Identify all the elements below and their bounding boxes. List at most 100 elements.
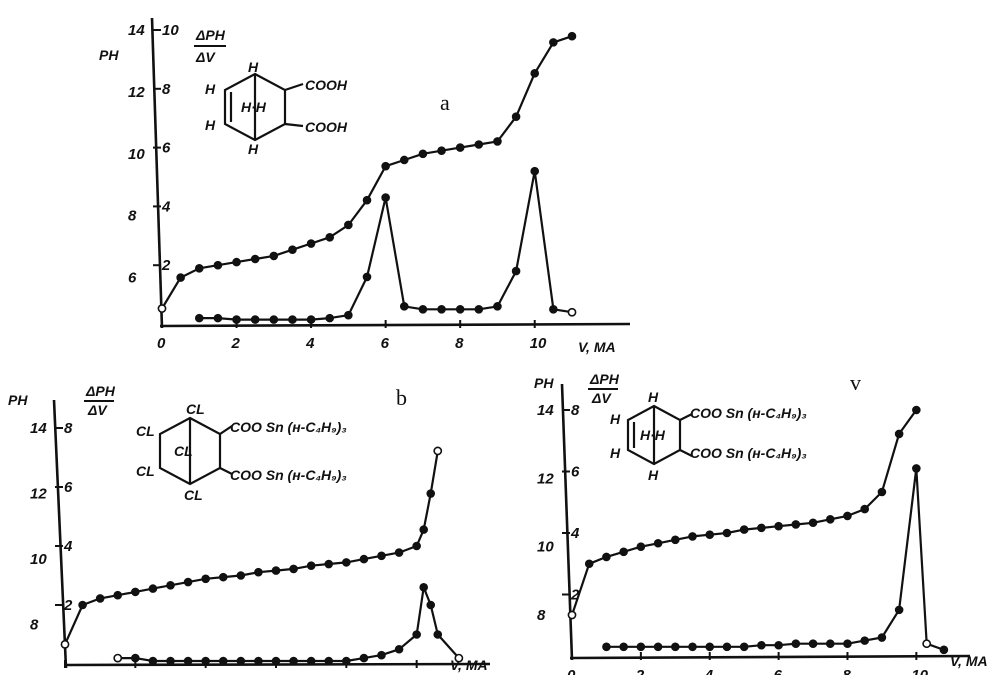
chart-b-dph-point	[412, 630, 421, 639]
chart-b-ph-point	[289, 564, 298, 574]
chart-b-ylabel-left: PH	[8, 392, 28, 408]
chart-b-ph-point	[95, 594, 105, 603]
chart-a-y-right-tick-label: 10	[162, 22, 179, 39]
chart-v-dph-point	[619, 642, 628, 652]
chart-b-atom-cl-4: CL	[184, 487, 203, 503]
chart-v-ticks: 0 2 4 6 8 10 8 10 12 14 2 4 6 8	[537, 402, 929, 675]
chart-v-dph-point	[636, 642, 646, 652]
chart-v-atom-h-3: H	[610, 445, 621, 461]
chart-a-ph-point	[325, 233, 335, 242]
chart-b-dph-point	[166, 656, 175, 666]
chart-v-atom-h-2: H	[610, 411, 621, 427]
chart-a-dph-point	[325, 313, 335, 323]
chart-a-dph-point	[288, 315, 297, 324]
chart-a-ph-point	[399, 155, 409, 165]
chart-v-dph-point	[722, 642, 732, 652]
chart-a-dph-point	[269, 315, 279, 324]
chart-v-ph-point	[688, 532, 697, 541]
chart-a-dph-point	[493, 302, 502, 311]
chart-b-dph-point	[454, 653, 464, 663]
chart-v-ph-point	[705, 530, 715, 540]
chart-v-molecule: H H H H H·H COO Sn (н-C₄H₉)₃ COO Sn (н-C…	[610, 389, 807, 483]
chart-a-group-2: COOH	[305, 119, 348, 135]
chart-v-xlabel: V, MA	[950, 653, 988, 669]
chart-a-dph-point	[511, 266, 521, 276]
chart-b-ylabel-right-bottom: ΔV	[87, 402, 108, 418]
chart-v-y-right-tick-label: 8	[571, 402, 580, 419]
chart-v-dph-point	[894, 605, 904, 615]
chart-v-ylabel-left: PH	[534, 375, 554, 391]
chart-a-group-1: COOH	[305, 77, 348, 93]
chart-v-dph-point	[791, 639, 801, 649]
chart-a-ph-point	[232, 257, 241, 267]
chart-b-dph-point	[236, 656, 246, 666]
chart-a-ph-point	[437, 146, 446, 155]
chart-v-dph-point	[825, 639, 835, 649]
chart-v-ph-point	[653, 538, 663, 548]
chart-a-ph-point	[418, 149, 428, 159]
chart-b-dph-point	[254, 656, 263, 666]
chart-b-ticks: 024681081012142468	[30, 420, 418, 668]
chart-v-atom-h-1: H	[648, 389, 659, 405]
chart-a-y-right-tick-label: 6	[162, 140, 171, 157]
chart-a-x-tick-label: 10	[530, 335, 547, 352]
chart-v-ph-point	[722, 528, 732, 538]
chart-a-series-ph-line	[161, 35, 573, 310]
chart-b-y-left-tick-label: 14	[30, 420, 47, 437]
chart-b-dph-point	[342, 656, 351, 666]
chart-v-dph-point	[939, 645, 949, 655]
chart-a-ph-point	[194, 263, 204, 273]
chart-v-marks	[567, 405, 949, 655]
chart-v-ph-point	[791, 520, 801, 529]
chart-b-ph-point	[359, 554, 369, 564]
chart-b-dph-point	[419, 583, 429, 592]
chart-b-ph-point	[306, 561, 316, 570]
chart-b-ph-point	[419, 525, 429, 534]
chart-v-ph-point	[843, 511, 852, 521]
chart-a-dph-point	[194, 313, 204, 323]
chart-b-dph-point	[433, 630, 443, 639]
chart-a-ph-point	[381, 161, 390, 171]
chart-v-dph-point	[774, 640, 783, 650]
chart-v-ph-point	[825, 515, 835, 524]
chart-b-ph-point	[60, 639, 70, 649]
chart-v-x-tick-label: 10	[911, 667, 928, 675]
chart-b-dph-point	[426, 600, 436, 610]
chart-b-dph-point	[113, 653, 123, 663]
chart-a-dph-point	[362, 272, 372, 282]
chart-v-ph-point	[739, 525, 749, 534]
chart-b-y-right-tick-label: 2	[63, 597, 73, 614]
chart-a-dph-point	[344, 310, 353, 320]
chart-v-atom-h-4: H	[648, 467, 659, 483]
chart-b-dph-point	[324, 656, 334, 666]
chart-v-y-right-tick-label: 2	[570, 587, 580, 604]
chart-b-ph-point	[113, 590, 123, 600]
chart-a-ph-point	[157, 304, 167, 313]
chart-v-x-axis	[569, 654, 971, 660]
chart-b-ph-point	[324, 559, 334, 569]
chart-a-marks	[157, 31, 577, 324]
chart-v-dph-point	[757, 640, 766, 650]
chart-v-ph-point	[808, 518, 818, 528]
chart-a-ph-point	[530, 69, 540, 78]
chart-v-ylabel-right-bottom: ΔV	[591, 390, 612, 406]
chart-b-ph-point	[218, 572, 228, 582]
chart-a-y-left-tick-label: 6	[128, 270, 137, 287]
chart-a-atom-hh: H·H	[241, 99, 267, 115]
chart-v-dph-point	[688, 642, 697, 652]
chart-v-x-tick-label: 4	[704, 667, 714, 675]
chart-v-ylabel-right-top: ΔPH	[589, 371, 620, 387]
chart-v-y-left-tick-label: 14	[537, 402, 554, 419]
chart-a-atom-h-4: H	[248, 141, 259, 157]
chart-b-y-axis	[52, 399, 68, 669]
chart-b-dph-point	[131, 653, 140, 663]
chart-a-y-left-tick-label: 10	[128, 146, 145, 163]
chart-a-ph-point	[176, 273, 185, 282]
chart-b-ph-point	[78, 600, 87, 610]
chart-a-ph-point	[250, 254, 260, 264]
chart-b-ph-point	[131, 587, 140, 597]
chart-a-y-right-tick-label: 2	[161, 257, 171, 274]
chart-a-molecule: H H H H H·H COOH COOH	[205, 59, 348, 157]
chart-v-group-2: COO Sn (н-C₄H₉)₃	[690, 445, 807, 461]
